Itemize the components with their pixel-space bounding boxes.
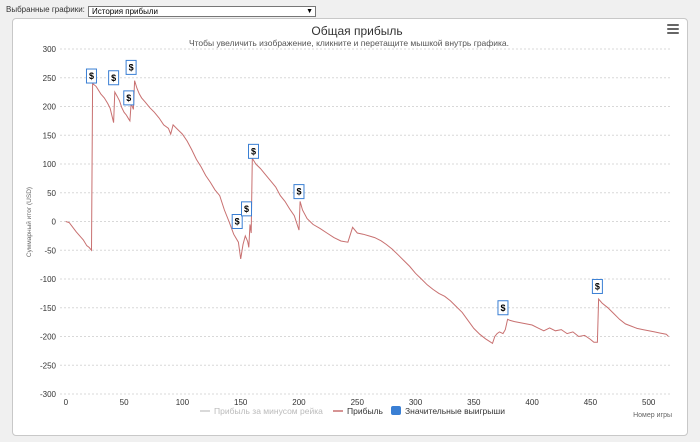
big-win-marker-label: $ xyxy=(126,93,131,103)
x-tick-label: 50 xyxy=(120,398,129,407)
dropdown-arrow-icon: ▼ xyxy=(306,8,313,15)
big-win-marker[interactable]: $ xyxy=(231,214,243,229)
legend-item-2[interactable]: Значительные выигрыши xyxy=(391,406,505,416)
big-win-marker[interactable]: $ xyxy=(123,90,135,106)
hamburger-menu-icon[interactable] xyxy=(667,24,679,35)
x-axis-ticks: 0 50 100 150 200 250 300 350 400 450 500 xyxy=(64,398,656,407)
chart-selector-dropdown[interactable]: История прибыли ▼ xyxy=(88,6,316,17)
grid-lines xyxy=(60,48,672,395)
y-tick-label: -100 xyxy=(40,275,57,284)
x-tick-label: 0 xyxy=(64,398,69,407)
big-win-marker-label: $ xyxy=(129,62,134,72)
legend-label: Значительные выигрыши xyxy=(405,406,505,416)
big-win-marker-label: $ xyxy=(296,187,301,197)
x-tick-label: 500 xyxy=(642,398,656,407)
chart-panel xyxy=(12,18,688,436)
big-wins-markers: $ $ $ $ $ $ $ $ $ $ xyxy=(85,59,603,316)
y-axis-ticks: -300 -250 -200 -150 -100 -50 0 50 100 150 200 250 30… xyxy=(40,45,57,399)
legend-label: Прибыль за минусом рейка xyxy=(214,406,323,416)
legend-label: Прибыль xyxy=(347,406,384,416)
x-tick-label: 450 xyxy=(584,398,598,407)
x-tick-label: 300 xyxy=(409,398,423,407)
y-tick-label: -150 xyxy=(40,304,57,313)
y-tick-label: 100 xyxy=(43,160,57,169)
big-win-marker-label: $ xyxy=(111,73,116,83)
big-win-marker[interactable]: $ xyxy=(85,68,97,84)
x-axis-label: Номер игры xyxy=(633,412,672,419)
big-win-marker-label: $ xyxy=(251,146,256,156)
big-win-marker[interactable]: $ xyxy=(108,70,120,86)
big-win-marker[interactable]: $ xyxy=(125,59,137,75)
big-win-marker-label: $ xyxy=(500,303,505,313)
x-tick-label: 350 xyxy=(467,398,481,407)
chart-selector-bar: Выбранные графики: История прибыли ▼ xyxy=(0,0,700,18)
big-win-marker-label: $ xyxy=(89,71,94,81)
series-line-1 xyxy=(65,80,669,345)
chart-subtitle: Чтобы увеличить изображение, кликните и … xyxy=(189,38,509,48)
y-tick-label: 200 xyxy=(43,103,57,112)
legend-item-0[interactable]: Прибыль за минусом рейка xyxy=(200,406,323,416)
y-tick-label: -50 xyxy=(44,246,56,255)
big-win-marker-label: $ xyxy=(595,281,600,291)
chart-legend: Прибыль за минусом рейка Прибыль Значитель… xyxy=(200,406,505,416)
chart-selector-value: История прибыли xyxy=(92,7,158,16)
big-win-marker[interactable]: $ xyxy=(241,201,253,217)
x-tick-label: 400 xyxy=(525,398,539,407)
legend-item-1[interactable]: Прибыль xyxy=(333,406,384,416)
y-axis-label: Суммарный итог (USD) xyxy=(25,187,33,257)
y-tick-label: 300 xyxy=(43,45,57,54)
big-win-marker[interactable]: $ xyxy=(497,300,509,316)
y-tick-label: 150 xyxy=(43,131,57,140)
big-win-marker[interactable]: $ xyxy=(293,184,305,200)
x-tick-label: 200 xyxy=(292,398,306,407)
series-lines xyxy=(65,80,669,345)
y-tick-label: 250 xyxy=(43,74,57,83)
y-tick-label: 0 xyxy=(52,218,57,227)
big-win-marker[interactable]: $ xyxy=(591,278,603,294)
chart-title: Общая прибыль xyxy=(311,24,402,38)
chart-selector-label: Выбранные графики: xyxy=(6,5,85,14)
big-win-marker[interactable]: $ xyxy=(248,143,260,159)
x-tick-label: 250 xyxy=(351,398,365,407)
y-tick-label: -300 xyxy=(40,390,57,399)
big-win-marker-label: $ xyxy=(235,217,240,227)
y-tick-label: -250 xyxy=(40,361,57,370)
x-tick-label: 100 xyxy=(176,398,190,407)
legend-swatch xyxy=(391,406,401,415)
big-win-marker-label: $ xyxy=(244,204,249,214)
x-tick-label: 150 xyxy=(234,398,248,407)
y-tick-label: -200 xyxy=(40,333,57,342)
y-tick-label: 50 xyxy=(47,189,56,198)
